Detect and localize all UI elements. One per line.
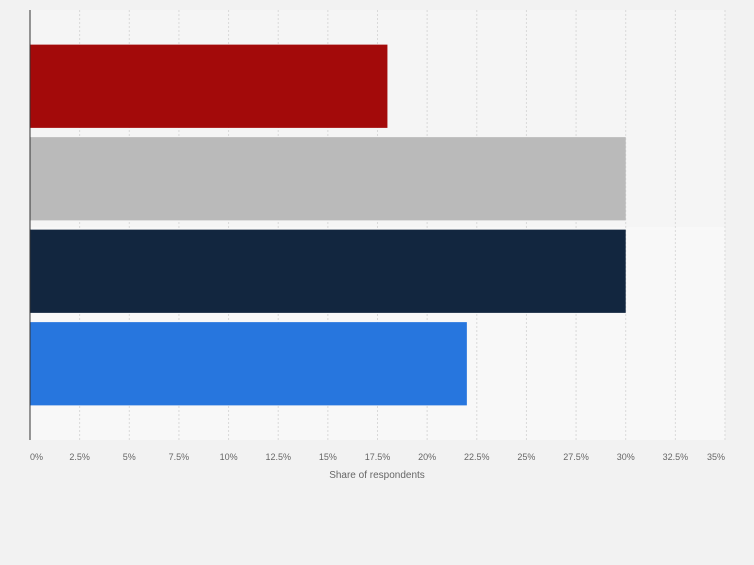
x-tick-label: 30% — [617, 452, 635, 462]
x-tick-label: 17.5% — [365, 452, 391, 462]
bar — [30, 137, 626, 221]
x-tick-label: 10% — [220, 452, 238, 462]
bars — [30, 44, 626, 406]
x-tick-label: 12.5% — [265, 452, 291, 462]
x-tick-label: 5% — [123, 452, 136, 462]
bar — [30, 322, 467, 406]
x-tick-label: 32.5% — [663, 452, 689, 462]
bar — [30, 229, 626, 313]
x-tick-label: 15% — [319, 452, 337, 462]
x-tick-label: 0% — [30, 452, 43, 462]
x-tick-label: 35% — [707, 452, 725, 462]
x-tick-label: 2.5% — [69, 452, 90, 462]
x-tick-labels: 0% 2.5% 5% 7.5% 10% 12.5% 15% 17.5% 20% 22.5% 25% 2… — [30, 452, 725, 462]
x-tick-label: 20% — [418, 452, 436, 462]
bar — [30, 44, 388, 128]
x-tick-label: 7.5% — [169, 452, 190, 462]
x-tick-label: 22.5% — [464, 452, 490, 462]
x-tick-label: 27.5% — [563, 452, 589, 462]
x-tick-label: 25% — [517, 452, 535, 462]
x-axis-title: Share of respondents — [329, 470, 425, 481]
